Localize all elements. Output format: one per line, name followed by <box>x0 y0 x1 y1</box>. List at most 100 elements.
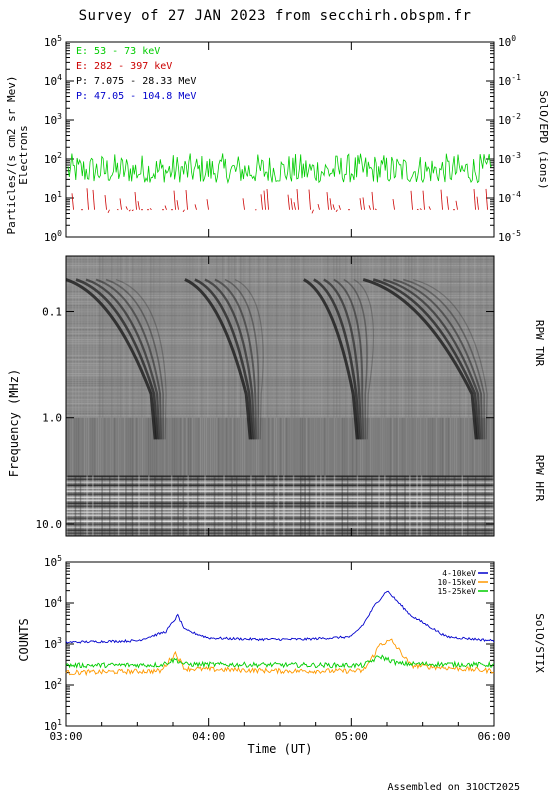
rpw-hfr-band <box>66 523 494 526</box>
epd-y-tick-label: 102 <box>44 151 62 166</box>
rpw-right-label-hfr: RPW HFR <box>533 455 546 502</box>
epd-legend-e-high: E: 282 - 397 keV <box>76 61 172 72</box>
rpw-burst-streak <box>204 278 256 440</box>
rpw-noise-column <box>492 256 494 418</box>
rpw-noise-column <box>207 256 209 418</box>
epd-y-tick-label: 105 <box>44 34 62 49</box>
stix-x-tick-label: 06:00 <box>477 730 510 743</box>
epd-y-tick-label: 104 <box>44 73 62 88</box>
rpw-right-label-tnr: RPW TNR <box>533 320 546 367</box>
rpw-tnr-stripe <box>66 353 494 355</box>
page-title: Survey of 27 JAN 2023 from secchirh.obsp… <box>78 8 472 24</box>
rpw-tnr-stripe <box>66 291 494 293</box>
stix-legend-label: 4-10keV <box>442 569 476 578</box>
rpw-ylabel: Frequency (MHz) <box>7 369 21 477</box>
rpw-hfr-break <box>117 475 120 536</box>
rpw-noise-column <box>78 256 80 418</box>
rpw-noise-column <box>162 256 164 418</box>
epd-electron-high-segment <box>173 190 176 210</box>
rpw-noise-column <box>183 256 185 418</box>
rpw-noise-column <box>483 256 485 418</box>
epd-electron-high-segment <box>287 194 290 210</box>
epd-electron-high-segment <box>176 200 179 210</box>
rpw-hfr-break <box>292 475 295 536</box>
rpw-hfr-band <box>66 508 494 511</box>
epd-series <box>67 153 493 214</box>
epd-panel: 100 10-5 101 10-4 102 10-3 103 10-2 104 10-1 105 10… <box>5 34 550 244</box>
rpw-tnr-stripe <box>66 409 494 411</box>
rpw-burst-streak <box>313 278 361 440</box>
rpw-tnr-stripe <box>66 299 494 301</box>
rpw-tnr-stripe <box>66 385 494 387</box>
rpw-hfr-break <box>66 475 68 536</box>
rpw-tnr-stripe <box>66 389 494 391</box>
rpw-noise-column <box>93 256 95 418</box>
epd-ylabel: Particles/(s cm2 sr Mev) <box>5 76 18 235</box>
rpw-noise-column <box>312 256 314 418</box>
rpw-noise-column <box>264 256 266 418</box>
epd-right-tick-label: 100 <box>498 34 516 49</box>
rpw-hfr-break <box>92 475 94 536</box>
rpw-tnr-stripe <box>66 295 494 297</box>
epd-electron-high-segment <box>182 209 185 213</box>
rpw-hfr-break <box>223 475 225 536</box>
rpw-hfr-break <box>492 475 495 536</box>
rpw-noise-column <box>459 256 461 418</box>
rpw-noise-column <box>486 256 488 418</box>
rpw-noise-column <box>72 256 74 418</box>
stix-x-tick-label: 04:00 <box>192 730 225 743</box>
rpw-tnr-stripe <box>66 283 494 285</box>
rpw-tnr-stripe <box>66 373 494 375</box>
epd-electron-high-segment <box>446 196 449 210</box>
epd-electron-high-segment <box>266 189 269 210</box>
rpw-noise-column <box>135 256 137 418</box>
rpw-tnr-stripe <box>66 371 494 373</box>
rpw-hfr-break <box>125 475 127 536</box>
rpw-hfr-break <box>341 475 344 536</box>
rpw-noise-column <box>399 256 401 418</box>
rpw-burst-streak <box>353 279 375 440</box>
epd-right-tick-label: 10-3 <box>498 151 521 166</box>
rpw-tnr-stripe <box>66 341 494 343</box>
rpw-hfr-break <box>86 475 88 536</box>
epd-electron-high-segment <box>296 189 299 210</box>
rpw-tnr-stripe <box>66 269 494 271</box>
rpw-hfr-break <box>74 475 77 536</box>
epd-electron-high-segment <box>317 203 320 210</box>
rpw-noise-column <box>411 256 413 418</box>
rpw-hfr-break <box>453 475 456 536</box>
rpw-noise-column <box>189 256 191 418</box>
stix-frame <box>65 561 495 727</box>
rpw-hfr-break <box>333 475 336 536</box>
epd-electron-high-segment <box>473 189 476 210</box>
rpw-type-iii-burst <box>303 278 375 440</box>
rpw-burst-streak <box>303 278 359 440</box>
rpw-noise-column <box>309 256 311 418</box>
rpw-hfr-break <box>420 475 423 536</box>
rpw-tnr-stripe <box>66 413 494 415</box>
rpw-hfr-band <box>66 526 494 529</box>
rpw-tnr-stripe <box>66 315 494 317</box>
rpw-hfr-break <box>484 475 486 536</box>
epd-electron-high-segment <box>329 198 332 210</box>
rpw-bursts <box>65 278 488 440</box>
rpw-noise-column <box>171 256 173 418</box>
epd-electron-high-segment <box>260 194 263 210</box>
rpw-tnr-stripe <box>66 381 494 383</box>
epd-electron-high-segment <box>371 191 374 210</box>
rpw-hfr-band <box>66 478 494 481</box>
rpw-noise-column <box>204 256 206 418</box>
rpw-noise-column <box>129 256 131 418</box>
rpw-hfr-break <box>204 475 206 536</box>
stix-series <box>65 590 495 677</box>
rpw-hfr-band <box>66 532 494 535</box>
rpw-tnr-stripe <box>66 367 494 369</box>
rpw-noise-column <box>393 256 395 418</box>
rpw-noise-column <box>453 256 455 418</box>
rpw-noise-column <box>87 256 89 418</box>
rpw-noise-column <box>291 256 293 418</box>
rpw-noise-column <box>237 256 239 418</box>
rpw-tnr-stripe <box>66 347 494 349</box>
rpw-noise-column <box>315 256 317 418</box>
rpw-noise-column <box>180 256 182 418</box>
